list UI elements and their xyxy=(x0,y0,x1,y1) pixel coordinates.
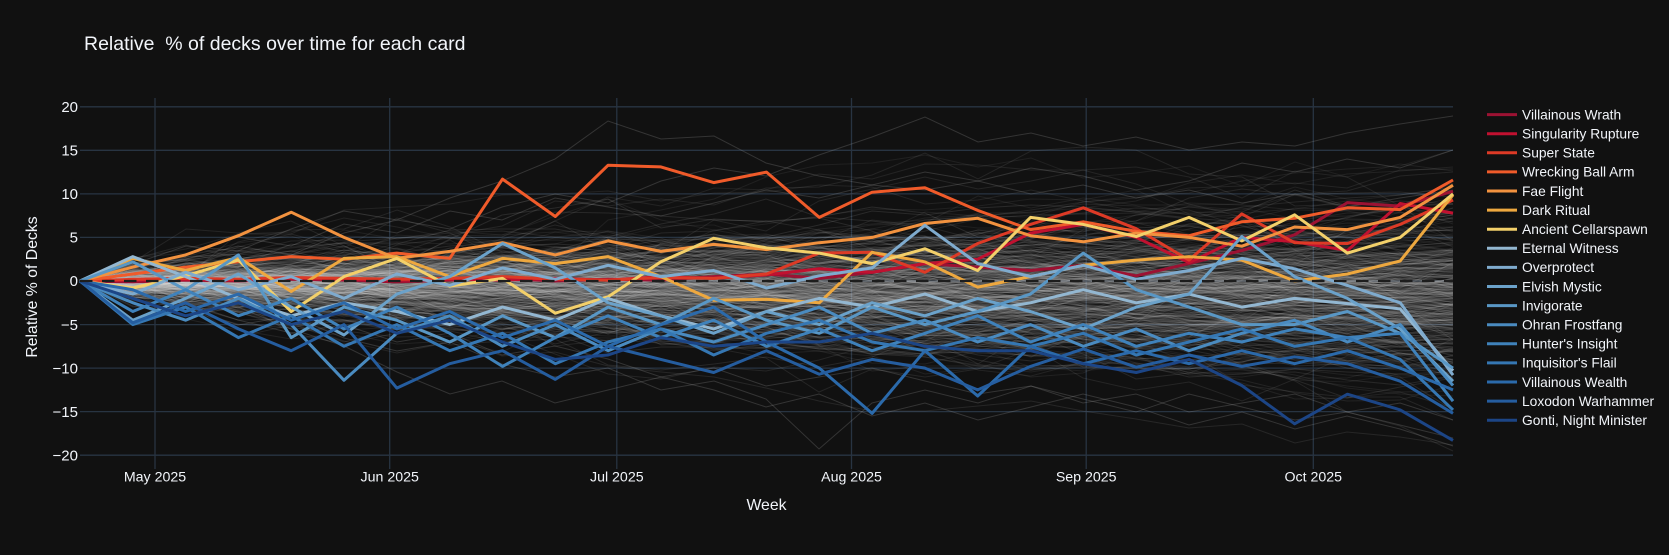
svg-text:Ohran Frostfang: Ohran Frostfang xyxy=(1522,318,1622,333)
svg-text:May 2025: May 2025 xyxy=(124,470,186,486)
svg-text:Super State: Super State xyxy=(1522,146,1595,161)
svg-text:−15: −15 xyxy=(53,404,78,421)
svg-text:Villainous Wealth: Villainous Wealth xyxy=(1522,375,1627,390)
svg-text:Jun 2025: Jun 2025 xyxy=(361,470,419,486)
svg-text:Villainous Wrath: Villainous Wrath xyxy=(1522,107,1621,122)
svg-text:20: 20 xyxy=(61,99,78,116)
svg-text:−10: −10 xyxy=(53,360,78,377)
svg-text:−5: −5 xyxy=(61,317,78,334)
svg-text:Eternal Witness: Eternal Witness xyxy=(1522,241,1619,256)
svg-text:5: 5 xyxy=(70,230,78,247)
svg-text:Week: Week xyxy=(746,497,786,514)
svg-text:10: 10 xyxy=(61,186,78,203)
svg-text:Inquisitor's Flail: Inquisitor's Flail xyxy=(1522,356,1617,371)
svg-text:Sep 2025: Sep 2025 xyxy=(1056,470,1117,486)
svg-text:Ancient Cellarspawn: Ancient Cellarspawn xyxy=(1522,222,1648,237)
svg-text:Gonti, Night Minister: Gonti, Night Minister xyxy=(1522,413,1647,428)
svg-text:Fae Flight: Fae Flight xyxy=(1522,184,1584,199)
svg-text:Relative % of Decks: Relative % of Decks xyxy=(24,216,41,357)
svg-text:−20: −20 xyxy=(53,447,78,464)
svg-text:Oct 2025: Oct 2025 xyxy=(1285,470,1343,486)
svg-text:Relative % of decks over time: Relative % of decks over time for each c… xyxy=(84,33,466,55)
svg-text:Overprotect: Overprotect xyxy=(1522,260,1594,275)
svg-text:0: 0 xyxy=(70,273,78,290)
svg-text:Aug 2025: Aug 2025 xyxy=(821,470,882,486)
svg-text:15: 15 xyxy=(61,143,78,160)
svg-text:Invigorate: Invigorate xyxy=(1522,298,1583,313)
svg-text:Loxodon Warhammer: Loxodon Warhammer xyxy=(1522,394,1655,409)
svg-text:Elvish Mystic: Elvish Mystic xyxy=(1522,279,1602,294)
svg-text:Jul 2025: Jul 2025 xyxy=(590,470,644,486)
svg-text:Singularity Rupture: Singularity Rupture xyxy=(1522,127,1640,142)
svg-text:Wrecking Ball Arm: Wrecking Ball Arm xyxy=(1522,165,1634,180)
svg-text:Hunter's Insight: Hunter's Insight xyxy=(1522,337,1618,352)
svg-text:Dark Ritual: Dark Ritual xyxy=(1522,203,1590,218)
